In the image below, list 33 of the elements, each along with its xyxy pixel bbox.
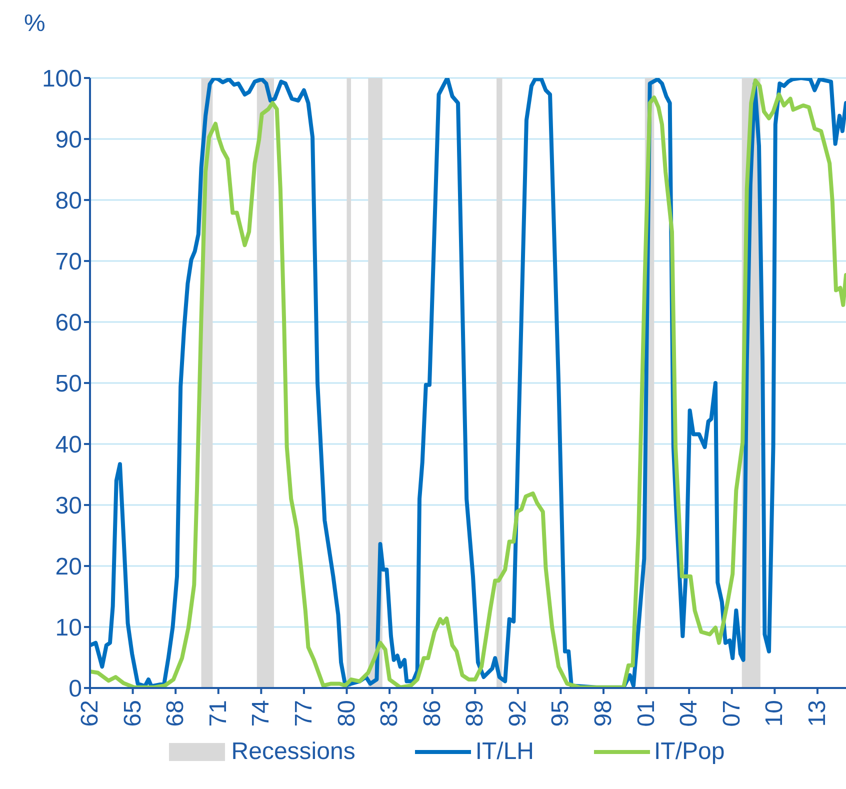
x-tick-label: 86 xyxy=(418,700,446,727)
y-tick-label: 0 xyxy=(68,676,82,703)
x-tick-label: 74 xyxy=(248,700,275,727)
y-axis-title: % xyxy=(24,10,46,38)
x-tick-label: 83 xyxy=(376,700,404,727)
legend-label: IT/LH xyxy=(475,738,534,766)
x-tick-label: 65 xyxy=(119,700,146,727)
y-tick-label: 40 xyxy=(55,432,82,459)
y-tick-label: 90 xyxy=(55,126,82,154)
y-tick-label: 70 xyxy=(55,248,82,276)
x-tick-label: 92 xyxy=(504,700,532,727)
x-tick-label: 89 xyxy=(462,700,489,727)
y-tick-label: 20 xyxy=(55,554,82,581)
y-tick-label: 50 xyxy=(55,370,82,398)
y-tick-label: 10 xyxy=(55,614,82,642)
x-tick-label: 68 xyxy=(162,700,190,727)
y-tick-label: 30 xyxy=(55,492,82,520)
x-tick-label: 62 xyxy=(76,700,104,727)
x-tick-label: 98 xyxy=(590,700,618,727)
legend-label: IT/Pop xyxy=(654,738,725,766)
x-tick-label: 71 xyxy=(204,700,232,727)
x-tick-label: 80 xyxy=(333,700,360,727)
x-tick-label: 01 xyxy=(632,700,660,727)
y-tick-label: 60 xyxy=(55,310,82,337)
y-tick-label: 100 xyxy=(42,66,82,93)
x-tick-label: 10 xyxy=(761,700,788,727)
x-tick-label: 13 xyxy=(804,700,831,727)
legend-label: Recessions xyxy=(231,738,356,766)
y-tick-label: 80 xyxy=(55,188,82,215)
x-tick-label: 07 xyxy=(718,700,746,727)
x-tick-label: 95 xyxy=(547,700,574,727)
x-tick-label: 77 xyxy=(290,700,318,727)
x-tick-label: 04 xyxy=(676,700,703,727)
